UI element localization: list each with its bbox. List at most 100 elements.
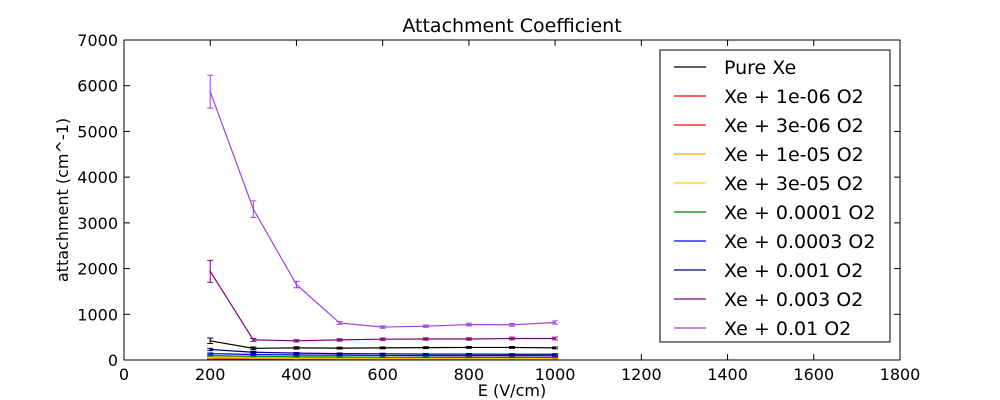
- data-point: [252, 351, 255, 354]
- x-tick-label: 400: [281, 365, 312, 384]
- x-tick-label: 1000: [535, 365, 576, 384]
- data-point: [554, 347, 556, 349]
- data-point: [468, 338, 470, 340]
- data-point: [511, 324, 513, 326]
- y-tick-label: 5000: [77, 122, 118, 141]
- data-point: [381, 338, 384, 341]
- legend-label: Xe + 0.0001 O2: [724, 202, 875, 224]
- data-point: [424, 356, 427, 359]
- series-7: [207, 347, 559, 356]
- data-point: [209, 340, 212, 342]
- y-tick-label: 0: [108, 351, 118, 370]
- series-line: [209, 91, 556, 328]
- data-point: [295, 340, 298, 342]
- data-point: [381, 354, 384, 357]
- data-point: [252, 355, 255, 358]
- data-point: [252, 347, 255, 350]
- x-tick-label: 200: [195, 365, 226, 384]
- data-point: [554, 321, 556, 324]
- data-point: [209, 90, 212, 93]
- series-line: [209, 270, 556, 342]
- data-point: [424, 338, 427, 340]
- data-point: [338, 347, 341, 349]
- data-point: [511, 346, 513, 349]
- x-tick-label: 1800: [880, 365, 921, 384]
- data-point: [338, 352, 341, 355]
- y-tick-label: 6000: [77, 77, 118, 96]
- data-point: [468, 346, 470, 349]
- data-point: [295, 283, 298, 286]
- legend-item: Xe + 1e-05 O2: [674, 144, 864, 166]
- series-0: [207, 337, 559, 351]
- series-5: [207, 354, 559, 359]
- data-point: [468, 353, 470, 355]
- legend-box: [659, 49, 891, 343]
- x-tick-label: 1200: [621, 365, 662, 384]
- data-point: [381, 326, 384, 328]
- series-9: [207, 74, 559, 329]
- data-point: [295, 347, 298, 349]
- data-point: [424, 353, 427, 355]
- data-point: [511, 353, 513, 356]
- data-point: [511, 337, 513, 340]
- plot-frame: [123, 39, 901, 361]
- plot-series: [207, 74, 559, 361]
- legend-label: Xe + 0.01 O2: [724, 318, 851, 340]
- data-point: [468, 323, 470, 326]
- data-point: [338, 354, 341, 357]
- legend-item: Xe + 0.0003 O2: [674, 231, 875, 253]
- legend-label: Xe + 1e-05 O2: [724, 144, 864, 166]
- legend-label: Xe + 3e-05 O2: [724, 173, 864, 195]
- data-point: [295, 354, 298, 356]
- legend-item: Xe + 0.01 O2: [674, 318, 851, 340]
- legend-item: Xe + 1e-06 O2: [674, 86, 864, 108]
- y-tick-label: 4000: [77, 168, 118, 187]
- legend-label: Xe + 1e-06 O2: [724, 86, 864, 108]
- legend-label: Pure Xe: [724, 57, 796, 79]
- y-tick-label: 2000: [77, 260, 118, 279]
- data-point: [252, 353, 255, 356]
- legend-item: Pure Xe: [674, 57, 796, 79]
- legend-item: Xe + 0.003 O2: [674, 289, 863, 311]
- data-point: [338, 339, 341, 341]
- series-8: [207, 259, 559, 343]
- data-point: [209, 352, 212, 355]
- data-point: [295, 352, 298, 354]
- data-point: [424, 325, 427, 327]
- x-tick-label: 1600: [793, 365, 834, 384]
- data-point: [338, 322, 341, 324]
- legend: Pure Xe Xe + 1e-06 O2 Xe + 3e-06 O2 Xe + 1e…: [659, 49, 891, 343]
- data-point: [295, 356, 298, 358]
- legend-label: Xe + 0.001 O2: [724, 260, 863, 282]
- data-point: [554, 356, 556, 359]
- x-axis-label: E (V/cm): [478, 381, 546, 400]
- data-point: [381, 347, 384, 349]
- y-axis-label: attachment (cm^-1): [53, 118, 72, 282]
- legend-item: Xe + 0.0001 O2: [674, 202, 875, 224]
- legend-label: Xe + 3e-06 O2: [724, 115, 864, 137]
- data-point: [209, 348, 212, 351]
- data-point: [209, 354, 212, 357]
- data-point: [381, 353, 384, 355]
- y-tick-label: 3000: [77, 214, 118, 233]
- data-point: [468, 356, 470, 359]
- legend-item: Xe + 3e-06 O2: [674, 115, 864, 137]
- data-point: [554, 353, 556, 356]
- data-point: [511, 356, 513, 359]
- legend-label: Xe + 0.0003 O2: [724, 231, 875, 253]
- data-point: [338, 356, 341, 358]
- data-point: [252, 339, 255, 341]
- axes: 0 200 400 600 800 1000 1200 1400 1600 1800 0 1000 20…: [77, 31, 920, 384]
- x-tick-label: 0: [119, 365, 129, 384]
- x-tick-label: 800: [454, 365, 485, 384]
- y-tick-label: 1000: [77, 305, 118, 324]
- legend-item: Xe + 3e-05 O2: [674, 173, 864, 195]
- x-tick-label: 1400: [707, 365, 748, 384]
- data-point: [554, 337, 556, 340]
- data-point: [381, 356, 384, 358]
- data-point: [252, 208, 255, 210]
- legend-label: Xe + 0.003 O2: [724, 289, 863, 311]
- y-tick-label: 7000: [77, 31, 118, 50]
- data-point: [209, 270, 212, 273]
